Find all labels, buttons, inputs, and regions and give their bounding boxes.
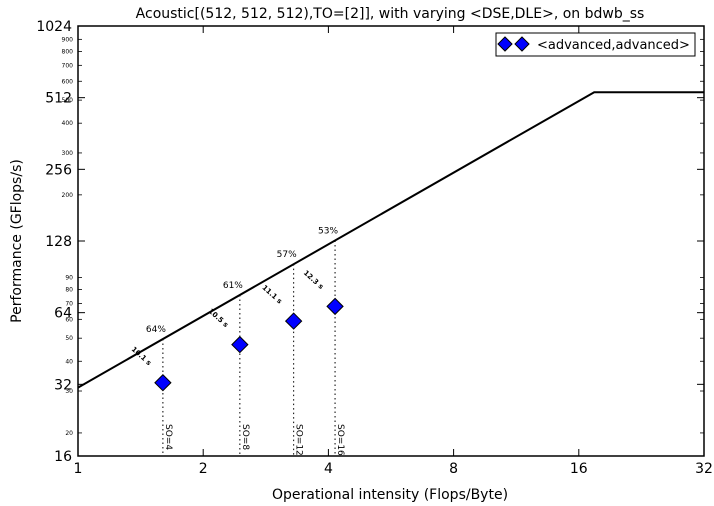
y-minor-tick-label: 300 [62, 150, 74, 157]
y-minor-tick-label: 40 [65, 358, 73, 365]
legend-diamond-marker [497, 36, 513, 52]
y-minor-tick-label: 700 [62, 62, 74, 69]
space-order-label: SO=4 [163, 424, 173, 450]
chart-title: Acoustic[(512, 512, 512),TO=[2]], with v… [136, 6, 645, 22]
y-tick-label: 512 [45, 91, 72, 107]
y-minor-tick-label: 30 [65, 388, 73, 395]
y-tick-label: 64 [54, 306, 72, 322]
legend-box [495, 32, 696, 57]
y-tick-label: 128 [45, 234, 72, 250]
efficiency-label: 57% [277, 250, 297, 260]
x-tick-label: 16 [570, 461, 588, 477]
roofline-line [77, 91, 704, 389]
x-tick-label: 8 [449, 461, 458, 477]
x-axis-label: Operational intensity (Flops/Byte) [272, 487, 508, 503]
y-minor-tick-label: 20 [65, 430, 73, 437]
efficiency-label: 64% [146, 325, 166, 335]
y-tick-label: 256 [45, 162, 72, 178]
y-minor-tick-label: 900 [62, 36, 74, 43]
runtime-label: 11.1 s [260, 284, 283, 306]
efficiency-label: 53% [318, 226, 338, 236]
data-point-marker [231, 335, 249, 354]
y-tick-label: 1024 [36, 19, 72, 35]
runtime-label: 10.5 s [207, 307, 230, 329]
y-minor-tick-label: 70 [65, 300, 73, 307]
x-tick-label: 1 [74, 461, 83, 477]
y-minor-tick-label: 90 [65, 274, 73, 281]
y-minor-tick-label: 400 [62, 120, 74, 127]
runtime-label: 12.3 s [302, 269, 325, 291]
legend-diamond-marker [514, 36, 530, 52]
y-minor-tick-label: 200 [62, 192, 74, 199]
data-point-marker [326, 297, 344, 316]
y-axis-label: Performance (GFlops/s) [9, 159, 25, 323]
space-order-label: SO=8 [240, 424, 250, 450]
y-minor-tick-label: 50 [65, 335, 73, 342]
plot-area: 1 2 4 8 16 32 16 32 64 128 256 512 1024 20 30 40 50 60 70 8… [36, 19, 713, 477]
y-tick-label: 16 [54, 449, 72, 465]
data-point-marker [284, 312, 303, 330]
y-minor-tick-label: 600 [62, 78, 74, 85]
x-tick-label: 4 [324, 461, 333, 477]
y-minor-tick-label: 80 [65, 287, 73, 294]
data-point-marker [154, 374, 172, 392]
plot-frame [77, 25, 705, 457]
y-minor-tick-label: 60 [65, 316, 73, 323]
y-minor-tick-label: 800 [62, 49, 74, 56]
legend-label: <advanced,advanced> [537, 38, 690, 53]
x-tick-label: 2 [199, 461, 208, 477]
legend-markers [497, 36, 530, 52]
y-tick-label: 32 [54, 377, 72, 393]
space-order-label: SO=16 [335, 424, 345, 456]
legend: <advanced,advanced> [495, 32, 696, 57]
x-tick-label: 32 [695, 461, 713, 477]
y-minor-tick-label: 500 [62, 97, 74, 104]
space-order-label: SO=12 [294, 424, 304, 456]
efficiency-label: 61% [223, 281, 243, 291]
